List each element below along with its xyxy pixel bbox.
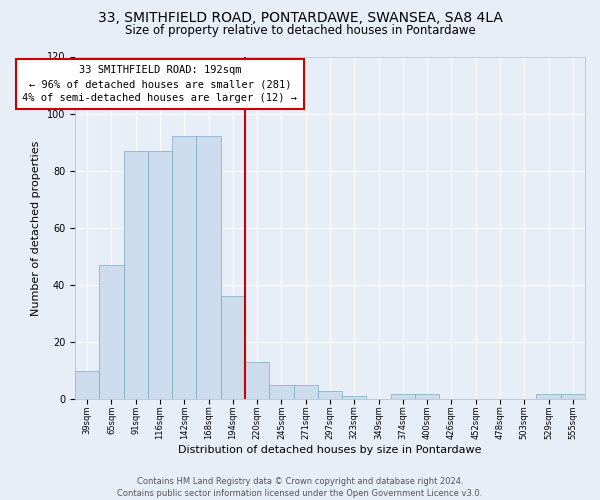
Bar — [172, 136, 196, 400]
Bar — [124, 151, 148, 400]
Bar — [561, 394, 585, 400]
Bar — [196, 136, 221, 400]
Bar — [391, 394, 415, 400]
Text: Size of property relative to detached houses in Pontardawe: Size of property relative to detached ho… — [125, 24, 475, 37]
Bar — [415, 394, 439, 400]
Bar — [99, 265, 124, 400]
Bar — [221, 296, 245, 400]
Bar — [318, 390, 342, 400]
Y-axis label: Number of detached properties: Number of detached properties — [31, 140, 41, 316]
Text: 33 SMITHFIELD ROAD: 192sqm
← 96% of detached houses are smaller (281)
4% of semi: 33 SMITHFIELD ROAD: 192sqm ← 96% of deta… — [23, 65, 298, 103]
Bar — [269, 385, 293, 400]
Bar — [342, 396, 367, 400]
Bar — [75, 371, 99, 400]
Bar — [148, 151, 172, 400]
X-axis label: Distribution of detached houses by size in Pontardawe: Distribution of detached houses by size … — [178, 445, 482, 455]
Text: Contains HM Land Registry data © Crown copyright and database right 2024.
Contai: Contains HM Land Registry data © Crown c… — [118, 476, 482, 498]
Text: 33, SMITHFIELD ROAD, PONTARDAWE, SWANSEA, SA8 4LA: 33, SMITHFIELD ROAD, PONTARDAWE, SWANSEA… — [98, 11, 502, 25]
Bar — [245, 362, 269, 400]
Bar — [293, 385, 318, 400]
Bar — [536, 394, 561, 400]
